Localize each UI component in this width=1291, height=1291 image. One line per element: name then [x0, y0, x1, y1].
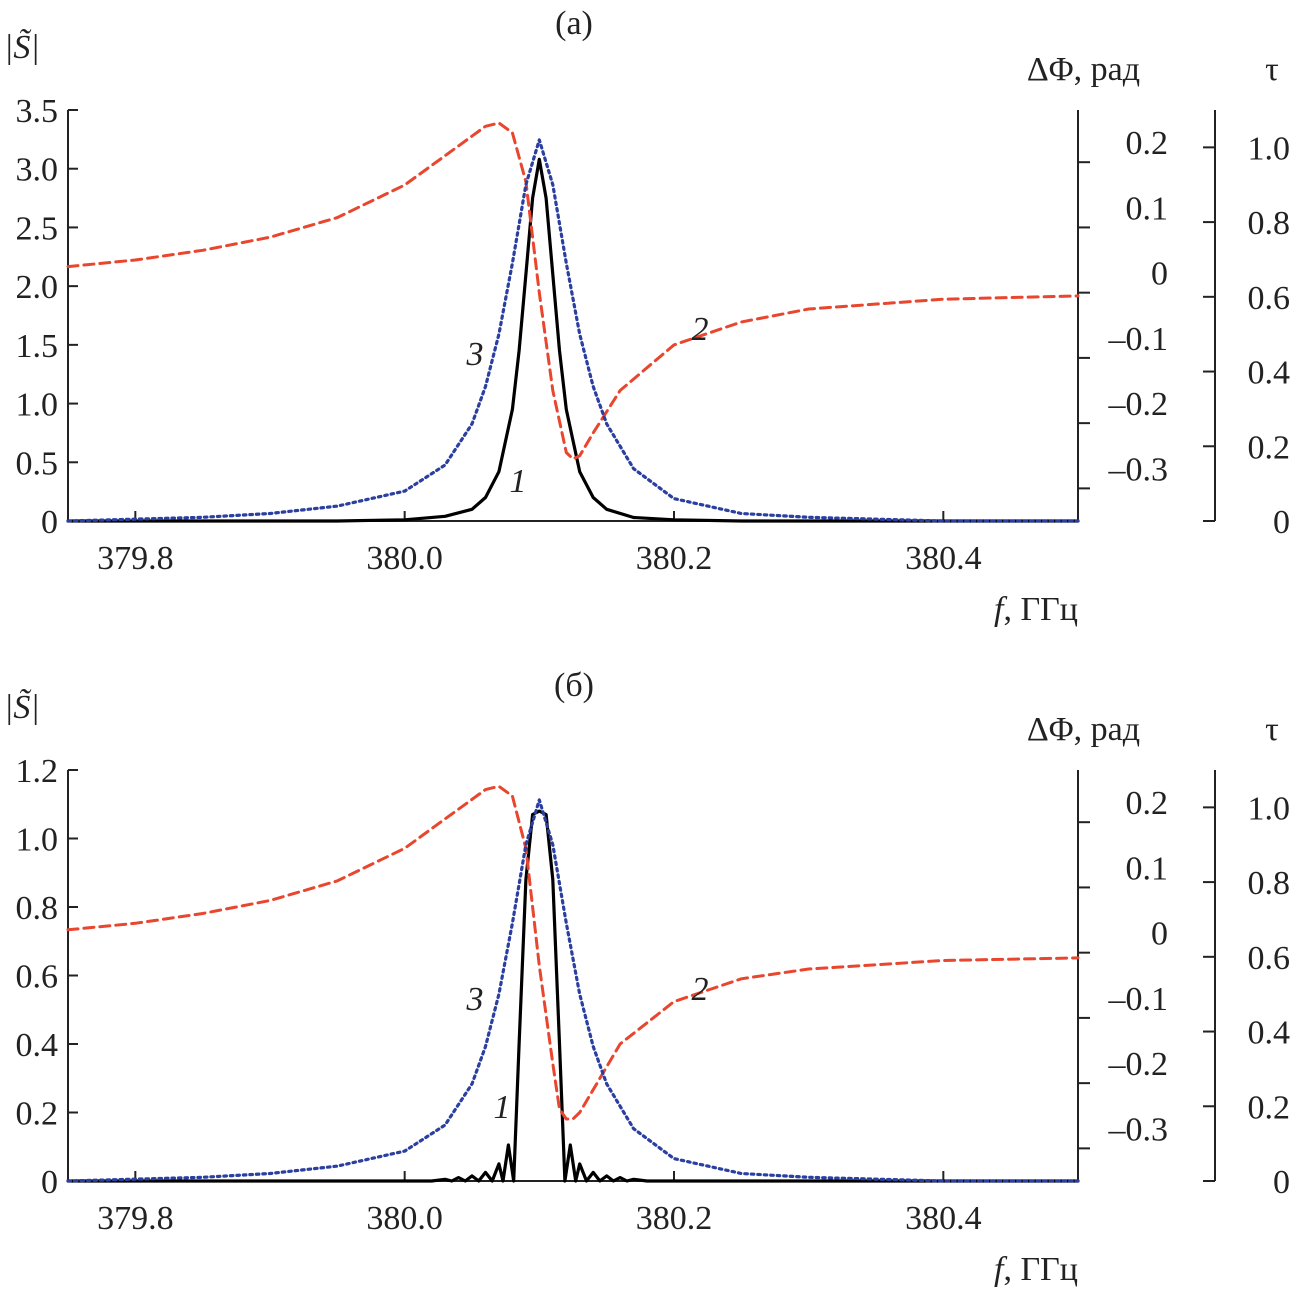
- curve-label-2: 2: [692, 971, 709, 1008]
- tau-tick-label: 1.0: [1248, 790, 1291, 827]
- phase-axis-label: ΔΦ, рад: [1027, 51, 1140, 88]
- left-y-tick-label: 0.6: [16, 959, 59, 996]
- phase-tick-label: –0.3: [1108, 1111, 1169, 1148]
- left-y-tick-label: 0.2: [16, 1096, 59, 1133]
- x-tick-label: 379.8: [97, 1200, 174, 1237]
- series-line-2: [66, 121, 1080, 461]
- x-axis-label-unit: , ГГц: [1003, 1251, 1078, 1288]
- tau-tick-label: 0.4: [1248, 355, 1291, 392]
- curve-label-3: 3: [466, 336, 484, 373]
- series-line-3: [66, 798, 1080, 1183]
- curve-label-1: 1: [510, 463, 527, 500]
- phase-tick-label: 0: [1151, 916, 1168, 953]
- x-axis-label-unit: , ГГц: [1003, 591, 1078, 628]
- series-line-1: [66, 157, 1080, 523]
- series-line-3: [66, 138, 1080, 523]
- x-axis-label: f, ГГц: [994, 591, 1078, 628]
- left-y-tick-label: 1.0: [16, 822, 59, 859]
- phase-tick-label: –0.1: [1108, 981, 1169, 1018]
- tau-tick-label: 0.6: [1248, 280, 1291, 317]
- left-y-tick-label: 0: [41, 1164, 58, 1201]
- tau-tick-label: 0: [1273, 504, 1290, 541]
- panel-label: (а): [555, 5, 593, 42]
- tau-tick-label: 0: [1273, 1164, 1290, 1201]
- chart-panel-1: 0 0.5 1.0 1.5 2.0 2.5 3.0 3.5 379.8 380.0 380.2 380…: [4, 5, 1290, 628]
- curve-label-3: 3: [466, 981, 484, 1018]
- x-tick-label: 380.2: [636, 1200, 713, 1237]
- tau-tick-label: 0.4: [1248, 1015, 1291, 1052]
- tau-tick-label: 0.8: [1248, 865, 1291, 902]
- phase-tick-label: 0.2: [1126, 785, 1169, 822]
- phase-tick-label: 0: [1151, 256, 1168, 293]
- left-y-tick-label: 0.8: [16, 890, 59, 927]
- tau-axis-label: τ: [1265, 711, 1279, 748]
- x-tick-label: 380.2: [636, 540, 713, 577]
- left-y-tick-label: 1.5: [16, 328, 59, 365]
- tau-tick-label: 0.6: [1248, 940, 1291, 977]
- chart-panel-2: 0 0.2 0.4 0.6 0.8 1.0 1.2 379.8 380.0 380.2 380.4 –…: [4, 667, 1290, 1288]
- tau-tick-label: 0.2: [1248, 429, 1291, 466]
- tau-axis-label: τ: [1265, 51, 1279, 88]
- left-y-tick-label: 3.5: [16, 93, 59, 130]
- phase-tick-label: 0.1: [1126, 190, 1169, 227]
- left-y-tick-label: 3.0: [16, 152, 59, 189]
- curve-label-1: 1: [494, 1089, 511, 1126]
- tau-tick-label: 1.0: [1248, 130, 1291, 167]
- left-y-tick-label: 2.5: [16, 210, 59, 247]
- series-line-2: [66, 784, 1080, 1121]
- x-tick-label: 380.4: [905, 1200, 982, 1237]
- phase-tick-label: –0.3: [1108, 451, 1169, 488]
- x-axis-label: f, ГГц: [994, 1251, 1078, 1288]
- left-y-tick-label: 2.0: [16, 269, 59, 306]
- phase-tick-label: –0.1: [1108, 321, 1169, 358]
- phase-tick-label: –0.2: [1108, 1046, 1169, 1083]
- tau-tick-label: 0.2: [1248, 1089, 1291, 1126]
- curve-label-2: 2: [692, 311, 709, 348]
- left-y-tick-label: 1.2: [16, 753, 59, 790]
- left-y-tick-label: 1.0: [16, 387, 59, 424]
- left-axis-label: |S̃|: [4, 688, 40, 726]
- x-tick-label: 380.0: [366, 540, 443, 577]
- phase-tick-label: –0.2: [1108, 386, 1169, 423]
- left-y-tick-label: 0.5: [16, 445, 59, 482]
- panel-label: (б): [554, 667, 594, 704]
- phase-tick-label: 0.2: [1126, 125, 1169, 162]
- series-line-1: [66, 809, 1080, 1183]
- tau-tick-label: 0.8: [1248, 205, 1291, 242]
- x-tick-label: 379.8: [97, 540, 174, 577]
- x-tick-label: 380.4: [905, 540, 982, 577]
- phase-tick-label: 0.1: [1126, 850, 1169, 887]
- left-y-tick-label: 0: [41, 504, 58, 541]
- left-axis-label: |S̃|: [4, 28, 40, 66]
- left-y-tick-label: 0.4: [16, 1027, 59, 1064]
- x-tick-label: 380.0: [366, 1200, 443, 1237]
- phase-axis-label: ΔΦ, рад: [1027, 711, 1140, 748]
